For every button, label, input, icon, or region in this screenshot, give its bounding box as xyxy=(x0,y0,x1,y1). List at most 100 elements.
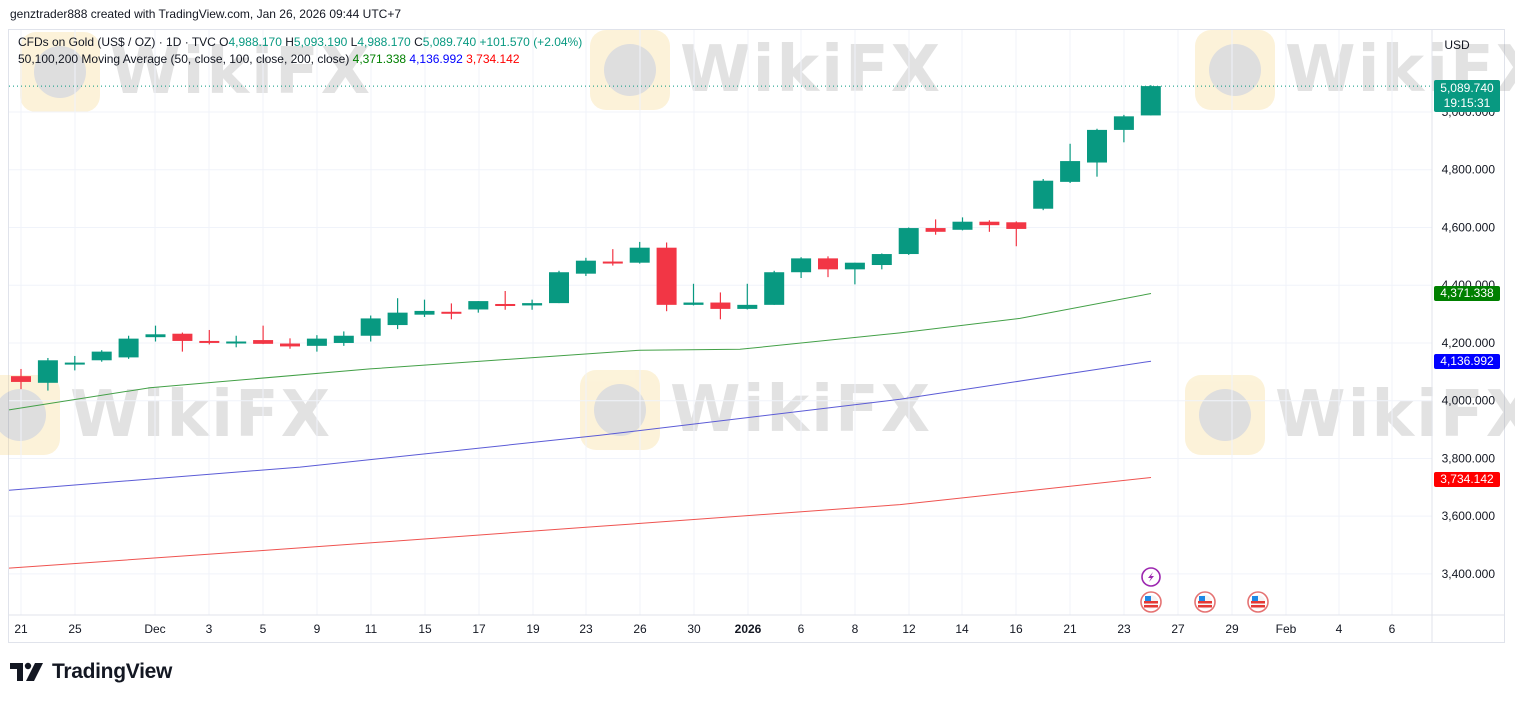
chart-pane[interactable] xyxy=(8,29,1505,643)
ohlc-low: 4,988.170 xyxy=(357,35,411,49)
ma50-value: 4,371.338 xyxy=(352,52,407,66)
chart-caption: genztrader888 created with TradingView.c… xyxy=(10,7,402,21)
symbol-legend-row[interactable]: CFDs on Gold (US$ / OZ) · 1D · TVC O4,98… xyxy=(18,35,583,49)
candle[interactable] xyxy=(199,329,220,345)
candle[interactable] xyxy=(764,270,785,305)
candle[interactable] xyxy=(91,350,112,362)
candle[interactable] xyxy=(441,303,462,320)
us-flag-event-icon[interactable] xyxy=(1194,591,1216,613)
candle[interactable] xyxy=(522,299,543,310)
candle[interactable] xyxy=(280,338,300,349)
ma-indicator-title: 50,100,200 Moving Average (50, close, 10… xyxy=(18,52,350,66)
bar-countdown: 19:15:31 xyxy=(1443,96,1491,110)
candle[interactable] xyxy=(952,217,973,231)
ma200-line[interactable] xyxy=(8,477,1152,569)
ma100-price-tag: 4,136.992 xyxy=(1434,354,1500,369)
candle[interactable] xyxy=(791,257,812,279)
tradingview-logo[interactable]: TradingView xyxy=(10,660,172,684)
candle[interactable] xyxy=(1006,221,1027,247)
candle[interactable] xyxy=(387,298,408,330)
candle[interactable] xyxy=(414,299,435,317)
time-axis-tick: Feb xyxy=(1276,622,1297,636)
candle[interactable] xyxy=(844,262,865,285)
time-axis-tick: 30 xyxy=(687,622,701,636)
candle[interactable] xyxy=(1140,85,1161,116)
candle[interactable] xyxy=(37,357,58,391)
time-axis-tick: 2026 xyxy=(735,622,762,636)
time-axis-tick: 11 xyxy=(365,622,378,636)
ma100-value: 4,136.992 xyxy=(409,52,463,66)
ma200-price-tag: 3,734.142 xyxy=(1434,472,1500,487)
ma100-line[interactable] xyxy=(8,360,1152,491)
candle[interactable] xyxy=(629,241,650,264)
candle[interactable] xyxy=(1087,128,1107,177)
time-axis-tick: 21 xyxy=(1063,622,1077,636)
candle[interactable] xyxy=(306,335,327,352)
ma50-price-tag: 4,371.338 xyxy=(1434,286,1500,301)
candle[interactable] xyxy=(925,219,946,235)
candle[interactable] xyxy=(468,301,489,313)
time-axis-tick: 6 xyxy=(1389,622,1396,636)
price-change: +101.570 (+2.04%) xyxy=(479,35,583,49)
candle[interactable] xyxy=(979,220,1000,232)
time-axis-tick: 5 xyxy=(260,622,267,636)
candle[interactable] xyxy=(172,332,193,352)
candle[interactable] xyxy=(683,283,704,306)
chart-legend: CFDs on Gold (US$ / OZ) · 1D · TVC O4,98… xyxy=(18,34,582,68)
candle[interactable] xyxy=(602,249,623,266)
candle[interactable] xyxy=(495,290,516,310)
candle[interactable] xyxy=(64,355,85,371)
time-axis-tick: 6 xyxy=(798,622,805,636)
time-axis-tick: 9 xyxy=(314,622,321,636)
symbol-title: CFDs on Gold (US$ / OZ) · 1D · TVC xyxy=(18,35,216,49)
time-axis-tick: 14 xyxy=(955,622,969,636)
candle[interactable] xyxy=(11,368,31,390)
tradingview-logo-icon xyxy=(10,662,43,681)
candle[interactable] xyxy=(737,283,758,310)
lightning-event-icon[interactable] xyxy=(1141,567,1161,587)
us-flag-event-icon[interactable] xyxy=(1140,591,1162,613)
candle[interactable] xyxy=(871,253,892,270)
price-axis-tick: 4,000.000 xyxy=(1442,394,1496,408)
ohlc-close: 5,089.740 xyxy=(422,35,477,49)
candle[interactable] xyxy=(710,292,731,320)
ma-legend-row[interactable]: 50,100,200 Moving Average (50, close, 10… xyxy=(18,51,582,68)
time-axis-tick: 8 xyxy=(852,622,859,636)
candle[interactable] xyxy=(818,256,838,278)
ma50-line[interactable] xyxy=(8,293,1152,411)
us-flag-event-icon[interactable] xyxy=(1247,591,1269,613)
time-axis-tick: 16 xyxy=(1009,622,1023,636)
candle[interactable] xyxy=(333,331,354,346)
currency-label[interactable]: USD xyxy=(1444,38,1470,52)
time-axis-tick: 29 xyxy=(1225,622,1239,636)
candle[interactable] xyxy=(360,315,381,342)
price-axis-tick: 3,800.000 xyxy=(1442,451,1496,465)
candle[interactable] xyxy=(1113,114,1134,143)
candle[interactable] xyxy=(575,257,596,276)
time-axis-tick: 26 xyxy=(633,622,647,636)
time-axis-tick: 3 xyxy=(206,622,213,636)
time-axis-tick: 21 xyxy=(14,622,28,636)
price-axis-tick: 3,600.000 xyxy=(1442,509,1496,523)
time-axis-tick: 23 xyxy=(579,622,593,636)
candle[interactable] xyxy=(226,335,247,348)
candle[interactable] xyxy=(1060,143,1081,184)
time-axis-tick: 15 xyxy=(418,622,432,636)
time-axis-tick: 19 xyxy=(526,622,540,636)
candle[interactable] xyxy=(1033,178,1054,211)
candle[interactable] xyxy=(898,227,919,255)
candle[interactable] xyxy=(656,242,677,312)
ohlc-open: 4,988.170 xyxy=(228,35,282,49)
candle[interactable] xyxy=(118,335,139,359)
candle[interactable] xyxy=(549,270,569,304)
time-axis-tick: 4 xyxy=(1336,622,1343,636)
time-axis-tick: 12 xyxy=(902,622,916,636)
candle[interactable] xyxy=(253,325,274,345)
candle[interactable] xyxy=(145,325,166,342)
price-axis-tick: 3,400.000 xyxy=(1442,567,1496,581)
price-axis-tick: 4,200.000 xyxy=(1442,336,1496,350)
time-axis-tick: 25 xyxy=(68,622,82,636)
price-axis-tick: 4,600.000 xyxy=(1442,220,1496,234)
price-axis-tick: 4,800.000 xyxy=(1442,163,1496,177)
